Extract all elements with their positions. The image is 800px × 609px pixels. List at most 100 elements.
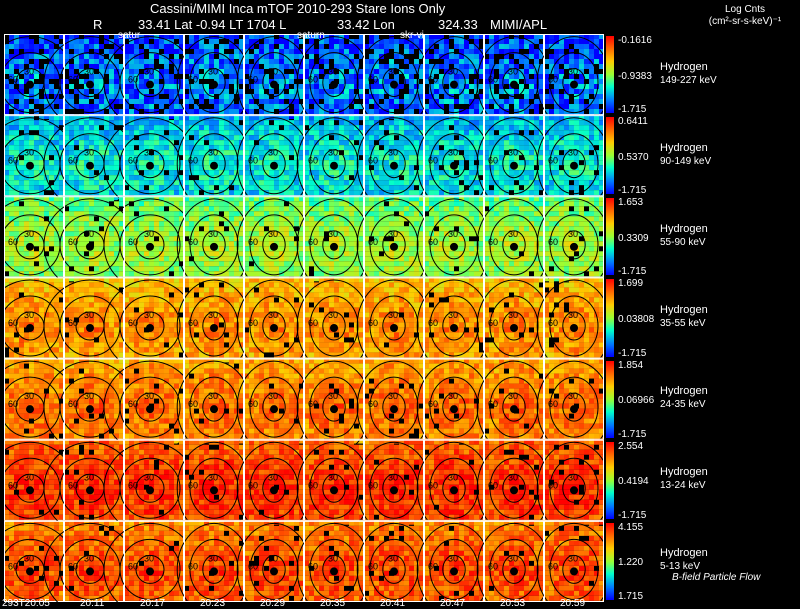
row-species: Hydrogen xyxy=(660,60,708,73)
svg-text:60: 60 xyxy=(68,75,78,85)
panel-r2-c7: 30 60 xyxy=(356,115,432,211)
colorbars xyxy=(606,34,614,602)
colorbar-min-3: -1.715 xyxy=(618,266,647,278)
row-species: Hydrogen xyxy=(660,141,708,154)
row-energy: 24-35 keV xyxy=(660,399,706,411)
header-lon-value: 324.33 xyxy=(438,17,478,32)
svg-text:30: 30 xyxy=(268,67,278,77)
colorbar-mid-3: 0.3309 xyxy=(618,232,649,244)
colorbar-min-6: -1.715 xyxy=(618,509,647,521)
x-tick-9: 20:53 xyxy=(500,598,526,609)
row-label-7: Hydrogen 5-13 keV xyxy=(660,547,708,573)
row-label-1: Hydrogen 149-227 keV xyxy=(660,61,717,87)
svg-text:30: 30 xyxy=(328,148,338,158)
svg-text:60: 60 xyxy=(488,156,498,166)
panel-r1-c9: 30 60 xyxy=(476,34,552,130)
panel-r2-c3: 30 60 xyxy=(103,115,197,211)
row-label-2: Hydrogen 90-149 keV xyxy=(660,142,711,168)
header-r-label: R xyxy=(93,17,103,32)
colorbar-units: Log Cnts (cm²-sr-s-keV)⁻¹ xyxy=(690,4,800,28)
panel-r1-c1: 30 60 xyxy=(4,34,77,130)
colorbar-min-1: -1.715 xyxy=(618,104,647,116)
svg-text:60: 60 xyxy=(428,75,438,85)
svg-text:30: 30 xyxy=(448,67,458,77)
panel-r2-c5: 30 60 xyxy=(236,115,312,211)
annotation-skr: skr-vi xyxy=(400,30,424,41)
svg-text:60: 60 xyxy=(8,75,18,85)
svg-text:60: 60 xyxy=(308,156,318,166)
svg-text:30: 30 xyxy=(144,67,154,77)
panel-r1-c2: 30 60 xyxy=(43,34,137,130)
row-label-4: Hydrogen 35-55 keV xyxy=(660,304,708,330)
svg-text:30: 30 xyxy=(24,229,34,239)
colorbar-mid-1: -0.9383 xyxy=(618,70,652,82)
panel-r3-c4: 30 60 xyxy=(176,196,252,292)
svg-text:30: 30 xyxy=(508,67,518,77)
svg-text:60: 60 xyxy=(548,156,558,166)
panel-r1-c4: 30 60 xyxy=(176,34,252,130)
svg-text:60: 60 xyxy=(8,156,18,166)
svg-text:60: 60 xyxy=(8,237,18,247)
svg-text:30: 30 xyxy=(388,148,398,158)
row-label-5: Hydrogen 24-35 keV xyxy=(660,385,708,411)
row-energy: 149-227 keV xyxy=(660,74,717,86)
svg-text:60: 60 xyxy=(248,237,258,247)
svg-text:60: 60 xyxy=(368,156,378,166)
row-energy: 90-149 keV xyxy=(660,155,712,167)
plot-title: Cassini/MIMI Inca mTOF 2010-293 Stare Io… xyxy=(150,1,446,16)
svg-text:30: 30 xyxy=(144,148,154,158)
panel-r2-c4: 30 60 xyxy=(176,115,252,211)
colorbar-row-2 xyxy=(606,117,614,195)
row-species: Hydrogen xyxy=(660,304,708,316)
panel-r3-c5: 30 60 xyxy=(236,196,312,292)
x-tick-6: 20:35 xyxy=(320,598,346,609)
panel-r1-c7: 30 60 xyxy=(356,34,432,130)
svg-text:30: 30 xyxy=(568,148,578,158)
svg-text:60: 60 xyxy=(128,156,138,166)
svg-text:30: 30 xyxy=(84,229,94,239)
row-label-3: Hydrogen 55-90 keV xyxy=(660,223,708,249)
colorbar-max-2: 0.6411 xyxy=(618,116,648,128)
panel-r2-c8: 30 60 xyxy=(416,115,492,211)
header-lon-label: 33.42 Lon xyxy=(337,17,395,32)
svg-text:60: 60 xyxy=(488,75,498,85)
svg-text:30: 30 xyxy=(388,67,398,77)
annotation-satur: satur xyxy=(118,30,141,41)
svg-text:30: 30 xyxy=(144,229,154,239)
svg-text:30: 30 xyxy=(84,148,94,158)
row-species: Hydrogen xyxy=(660,547,708,560)
svg-text:30: 30 xyxy=(328,67,338,77)
svg-text:60: 60 xyxy=(68,156,78,166)
row-energy: 35-55 keV xyxy=(660,318,706,329)
svg-text:30: 30 xyxy=(208,67,218,77)
panel-r2-c9: 30 60 xyxy=(476,115,552,211)
svg-text:60: 60 xyxy=(188,75,198,85)
svg-text:30: 30 xyxy=(84,67,94,77)
panel-r2-c6: 30 60 xyxy=(296,115,372,211)
